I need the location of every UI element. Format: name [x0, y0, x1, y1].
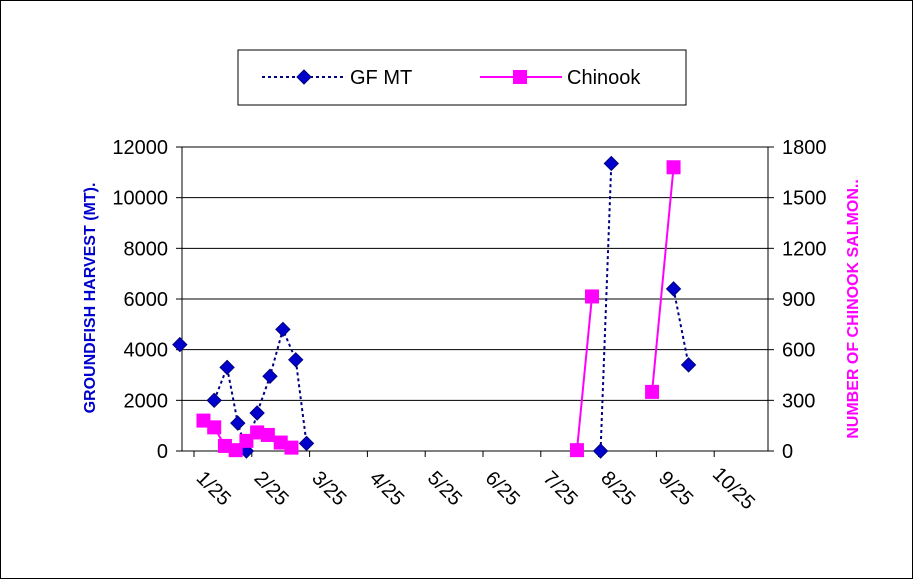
data-point: [206, 392, 222, 409]
y-right-tick-label: 1200: [782, 238, 827, 260]
y-left-tick-label: 2000: [124, 390, 169, 412]
series-line: [651, 167, 675, 392]
y-right-tick-label: 0: [782, 441, 793, 463]
data-point: [592, 443, 609, 459]
axes: [176, 146, 774, 457]
data-point: [217, 438, 232, 453]
x-tick-label: 2/25: [250, 467, 293, 510]
x-tick-label: 9/25: [654, 467, 697, 510]
series-line: [672, 288, 690, 366]
legend-gf-marker: [296, 69, 312, 85]
data-point: [260, 427, 275, 442]
gridlines: [182, 146, 768, 401]
y-right-tick-label: 1500: [782, 188, 827, 210]
series-chinook: [196, 160, 681, 458]
x-tick-label: 4/25: [365, 467, 408, 510]
series: [172, 155, 697, 459]
y-right-tick-label: 1800: [782, 137, 827, 159]
data-point: [273, 435, 288, 450]
x-tick-label: 5/25: [423, 467, 466, 510]
data-point: [666, 160, 681, 175]
data-point: [196, 413, 211, 428]
data-point: [680, 357, 697, 373]
legend-gf-label: GF MT: [350, 67, 412, 89]
data-point: [230, 415, 246, 431]
legend-chinook-label: Chinook: [567, 67, 641, 89]
data-point: [284, 440, 299, 455]
y-right-tick-label: 300: [782, 390, 815, 412]
data-point: [249, 405, 265, 421]
y-right-tick-label: 600: [782, 340, 815, 362]
y-left-tick-label: 10000: [112, 188, 168, 210]
legend-chinook-marker: [513, 70, 527, 84]
series-gf-mt: [172, 155, 697, 459]
x-tick-label: 6/25: [481, 467, 524, 510]
data-point: [584, 289, 599, 304]
tick-labels: 0 0 2000 300 4000 600 6000 900 8000 1200 10000 1500…: [112, 137, 826, 514]
data-point: [250, 425, 265, 440]
data-point: [239, 433, 254, 448]
y-left-tick-label: 8000: [124, 238, 169, 260]
y-left-tick-label: 12000: [112, 137, 168, 159]
data-point: [288, 352, 304, 368]
data-point: [569, 443, 584, 458]
y-left-tick-label: 4000: [124, 340, 169, 362]
y-left-axis-title: GROUNDFISH HARVEST (MT).: [82, 183, 99, 414]
x-tick-label: 3/25: [307, 467, 350, 510]
x-tick-label: 7/25: [539, 467, 582, 510]
series-line: [575, 296, 593, 451]
legend: GF MT Chinook: [237, 49, 687, 106]
data-point: [665, 281, 682, 297]
x-tick-label: 8/25: [596, 467, 639, 510]
series-line: [599, 163, 613, 452]
data-point: [645, 384, 660, 399]
data-point: [228, 443, 243, 458]
y-left-tick-label: 0: [157, 441, 168, 463]
y-right-axis-title: NUMBER OF CHINOOK SALMON..: [845, 179, 862, 439]
data-point: [172, 336, 188, 353]
series-line: [213, 326, 308, 455]
data-point: [275, 321, 291, 338]
data-point: [262, 368, 278, 384]
data-point: [298, 435, 315, 452]
data-point: [219, 359, 235, 376]
y-right-tick-label: 900: [782, 289, 815, 311]
y-left-tick-label: 6000: [124, 289, 169, 311]
x-tick-label: 1/25: [192, 467, 235, 510]
data-point: [603, 155, 620, 172]
data-point: [207, 420, 222, 435]
x-tick-label: 10/25: [708, 463, 759, 514]
